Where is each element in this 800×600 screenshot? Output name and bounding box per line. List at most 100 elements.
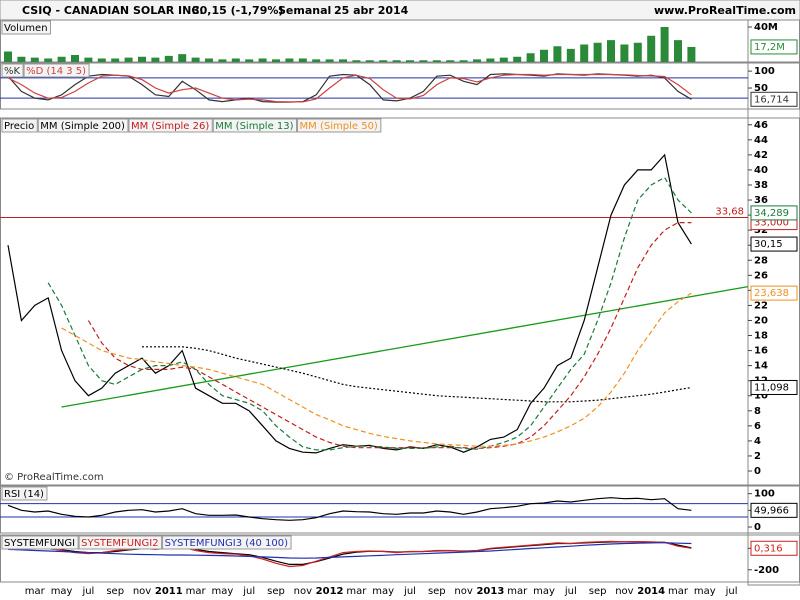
volume-bar — [84, 57, 93, 62]
volume-bar — [30, 57, 39, 62]
x-tick-label: may — [212, 586, 234, 597]
legend-entry-box — [212, 118, 298, 133]
volume-bar — [432, 60, 441, 62]
x-tick-label: jul — [242, 586, 255, 597]
level-label: 33,68 — [715, 207, 744, 218]
legend-entry: SYSTEMFUNGI3 (40 100) — [165, 538, 289, 549]
panel-frame — [0, 117, 800, 486]
legend-entry: SYSTEMFUNGI2 — [81, 538, 158, 549]
volume-bar — [446, 60, 455, 62]
value-tag-label: 17,2M — [754, 42, 785, 53]
volume-bar — [218, 59, 227, 62]
volume-bar — [473, 59, 481, 62]
series-line — [87, 222, 692, 450]
panel-title: RSI (14) — [4, 489, 44, 500]
volume-bar — [406, 60, 414, 62]
legend-entry-box — [1, 535, 79, 550]
value-tag — [750, 39, 798, 55]
volume-bar — [258, 58, 267, 62]
x-tick-label: nov — [294, 586, 312, 597]
x-tick-label: sep — [428, 586, 446, 597]
volume-bar — [124, 57, 133, 62]
volume-bar — [620, 44, 629, 62]
volume-bar — [580, 44, 589, 62]
y-tick-label: 20 — [754, 315, 768, 326]
x-tick-label: mar — [668, 586, 689, 597]
x-tick-label: 2014 — [637, 586, 665, 597]
value-tag — [750, 285, 798, 301]
value-tag-label: 34,289 — [754, 208, 789, 219]
x-tick-label: may — [533, 586, 555, 597]
x-tick-label: may — [694, 586, 716, 597]
volume-bar — [57, 56, 66, 62]
legend-entry: %D (14 3 5) — [26, 66, 86, 77]
y-tick-label: 100 — [754, 489, 775, 500]
y-tick-label: 16 — [754, 346, 768, 357]
volume-bar — [419, 60, 428, 62]
volume-bar — [138, 56, 146, 62]
value-tag-label: 23,638 — [754, 288, 789, 299]
panel-title: Volumen — [4, 23, 48, 34]
volume-bar — [660, 27, 669, 62]
volume-bar — [4, 51, 12, 62]
y-tick-label: 38 — [754, 180, 768, 191]
x-tick-label: may — [51, 586, 73, 597]
volume-bar — [151, 57, 160, 62]
y-tick-label: 6 — [754, 421, 761, 432]
value-tag-label: 33,000 — [754, 218, 789, 229]
y-tick-label: 10 — [754, 391, 768, 402]
volume-bar — [633, 42, 642, 62]
volume-bar — [272, 59, 280, 62]
volume-bar — [164, 55, 173, 62]
volume-bar — [71, 55, 79, 62]
value-tag — [750, 236, 798, 252]
y-tick-label: -200 — [754, 565, 779, 576]
x-tick-label: mar — [186, 586, 207, 597]
volume-bar — [17, 56, 26, 62]
value-tag-label: 11,098 — [754, 382, 789, 393]
volume-bar — [499, 57, 508, 62]
series-line — [7, 497, 692, 521]
legend-entry-box — [162, 535, 292, 550]
value-tag — [750, 205, 798, 221]
y-tick-label: 18 — [754, 331, 768, 342]
volume-bar — [566, 48, 575, 62]
volume-bar — [526, 53, 535, 62]
x-tick-label: 2011 — [155, 586, 183, 597]
series-line — [61, 292, 692, 447]
volume-bar — [205, 58, 213, 62]
value-tag-label: 0,316 — [754, 543, 783, 554]
period: Semanal — [278, 4, 331, 17]
volume-bar — [365, 60, 374, 62]
volume-bar — [191, 57, 200, 62]
x-tick-label: mar — [25, 586, 46, 597]
volume-bar — [647, 35, 656, 62]
x-tick-label: 2012 — [316, 586, 344, 597]
volume-bar — [97, 58, 106, 62]
x-tick-label: 2013 — [476, 586, 504, 597]
volume-bar — [459, 60, 468, 62]
y-tick-label: 46 — [754, 120, 768, 131]
series-line — [7, 153, 692, 454]
y-tick-label: 40M — [754, 22, 778, 33]
symbol-title: CSIQ - CANADIAN SOLAR INC. — [22, 4, 204, 17]
volume-bar — [379, 60, 388, 62]
x-tick-label: mar — [507, 586, 528, 597]
x-tick-label: may — [372, 586, 394, 597]
y-tick-label: 4 — [754, 436, 761, 447]
y-tick-label: 40 — [754, 165, 768, 176]
y-tick-label: 42 — [754, 150, 768, 161]
series-line — [142, 346, 692, 403]
volume-bar — [298, 58, 307, 62]
volume-bar — [392, 60, 401, 62]
legend-entry-box — [37, 118, 129, 133]
volume-bar — [352, 60, 361, 62]
volume-bar — [553, 46, 562, 62]
y-tick-label: 36 — [754, 195, 768, 206]
legend-entry: MM (Simple 26) — [131, 121, 209, 132]
y-tick-label: 2 — [754, 451, 761, 462]
y-tick-label: 14 — [754, 361, 768, 372]
volume-bar — [111, 58, 120, 62]
y-tick-label: 8 — [754, 406, 761, 417]
